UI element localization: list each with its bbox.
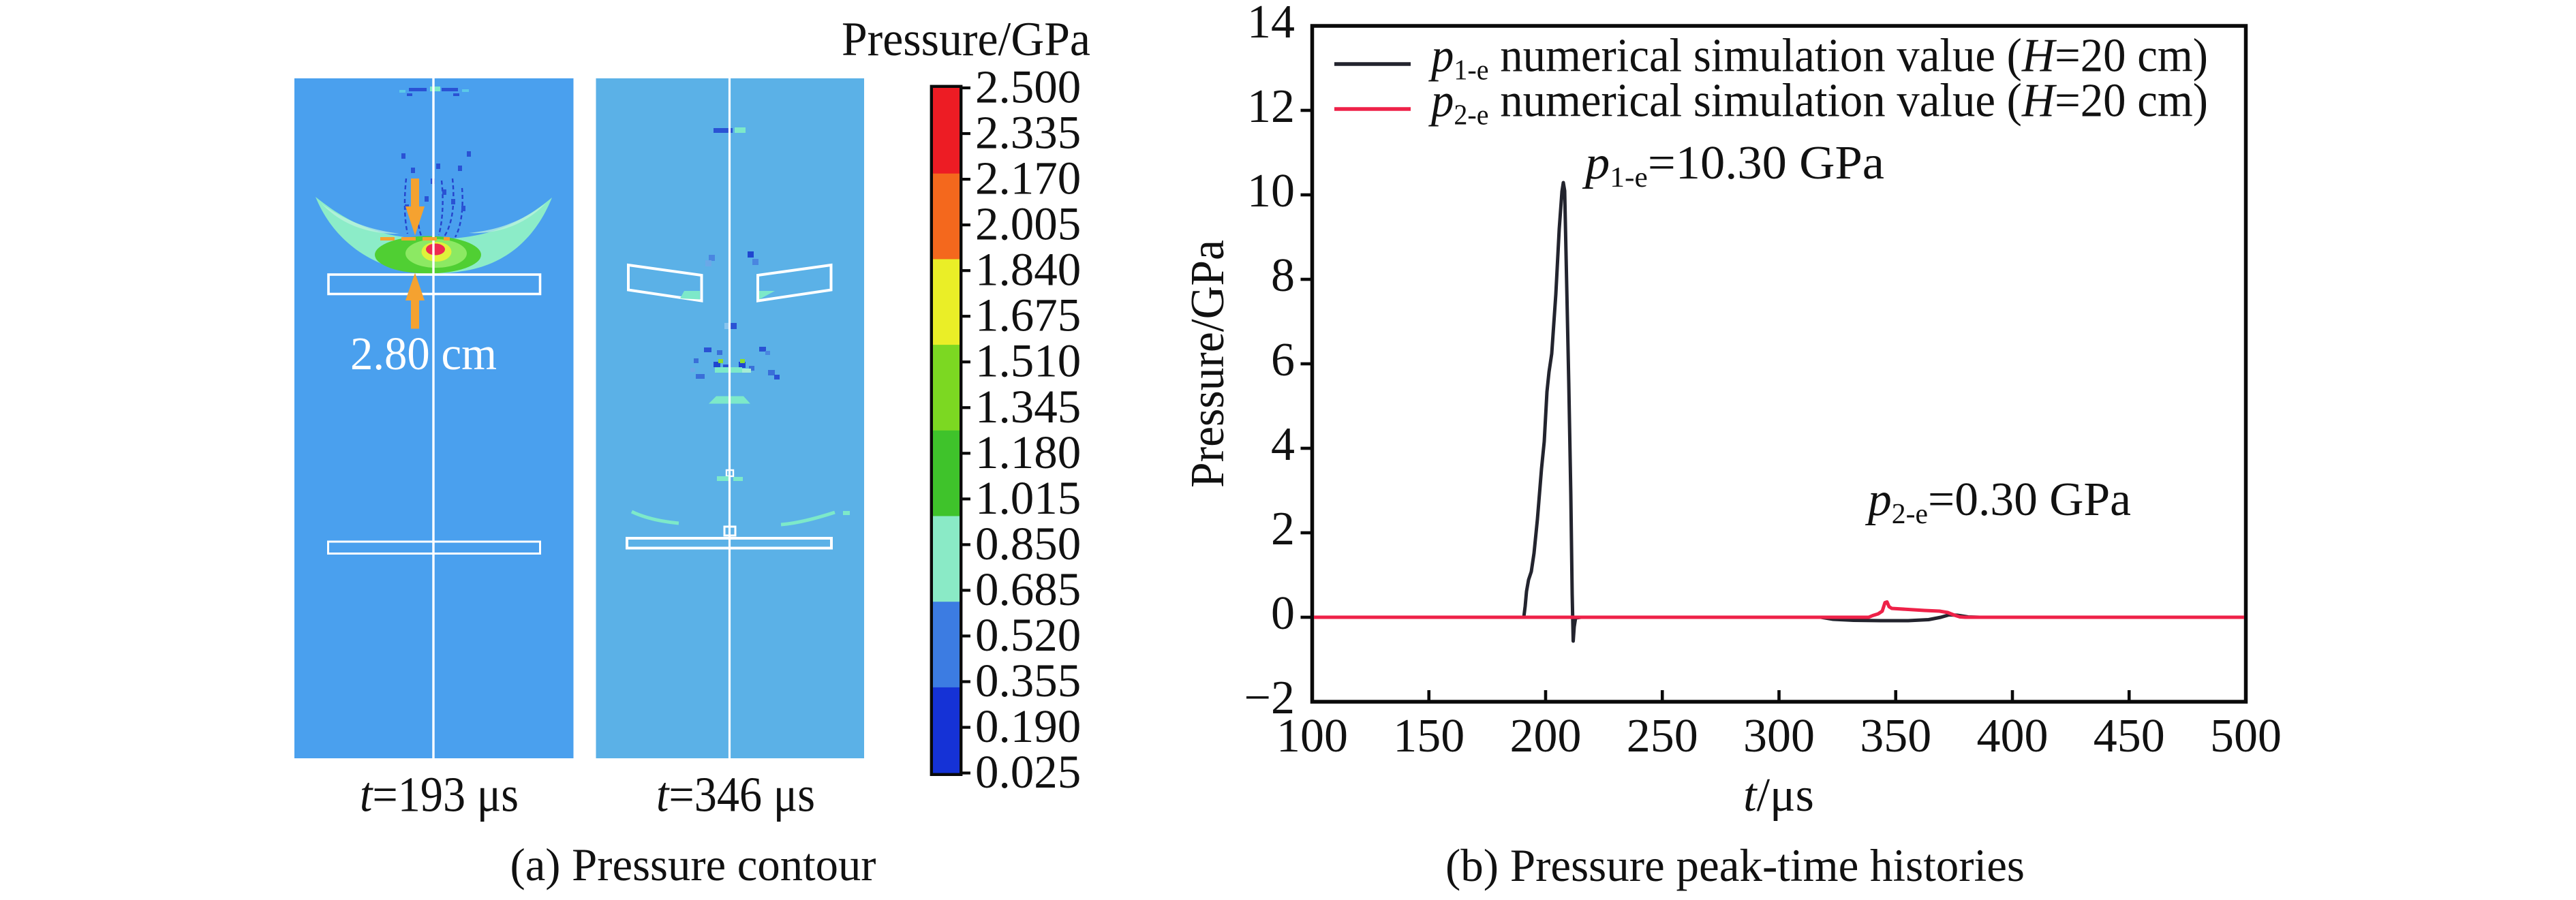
svg-text:300: 300	[1743, 710, 1815, 762]
svg-text:p1-e numerical simulation valu: p1-e numerical simulation value (H=20 cm…	[1428, 30, 2208, 87]
svg-text:p2-e numerical simulation valu: p2-e numerical simulation value (H=20 cm…	[1428, 75, 2208, 131]
svg-text:(a) Pressure contour: (a) Pressure contour	[510, 839, 876, 890]
svg-text:2: 2	[1271, 503, 1295, 555]
svg-text:p2-e=0.30 GPa: p2-e=0.30 GPa	[1865, 474, 2131, 530]
svg-text:0.850: 0.850	[975, 518, 1081, 570]
svg-text:p1-e=10.30 GPa: p1-e=10.30 GPa	[1582, 137, 1884, 193]
svg-text:t=346 μs: t=346 μs	[656, 767, 815, 822]
svg-text:0.685: 0.685	[975, 563, 1081, 615]
svg-text:0.355: 0.355	[975, 655, 1081, 707]
svg-text:1.015: 1.015	[975, 472, 1081, 524]
svg-text:100: 100	[1276, 710, 1348, 762]
svg-text:0: 0	[1271, 587, 1295, 640]
svg-text:Pressure/GPa: Pressure/GPa	[842, 13, 1090, 66]
svg-text:0.190: 0.190	[975, 700, 1081, 752]
svg-text:2.500: 2.500	[975, 61, 1081, 113]
svg-text:6: 6	[1271, 334, 1295, 386]
svg-text:2.170: 2.170	[975, 153, 1081, 204]
svg-text:250: 250	[1627, 710, 1698, 762]
svg-text:0.520: 0.520	[975, 609, 1081, 661]
svg-text:1.180: 1.180	[975, 426, 1081, 478]
svg-text:−2: −2	[1244, 672, 1295, 724]
svg-text:450: 450	[2094, 710, 2165, 762]
svg-text:200: 200	[1510, 710, 1582, 762]
svg-text:1.510: 1.510	[975, 335, 1081, 387]
svg-text:14: 14	[1247, 0, 1295, 48]
svg-text:12: 12	[1247, 80, 1295, 133]
svg-text:t/μs: t/μs	[1743, 769, 1814, 822]
svg-text:1.840: 1.840	[975, 244, 1081, 296]
svg-text:t=193 μs: t=193 μs	[360, 767, 519, 822]
svg-text:350: 350	[1860, 710, 1931, 762]
svg-text:0.025: 0.025	[975, 746, 1081, 798]
svg-text:Pressure/GPa: Pressure/GPa	[1182, 240, 1234, 488]
svg-text:2.335: 2.335	[975, 107, 1081, 159]
svg-text:2.80 cm: 2.80 cm	[350, 328, 497, 379]
svg-text:150: 150	[1393, 710, 1465, 762]
svg-text:(b) Pressure peak-time histori: (b) Pressure peak-time histories	[1445, 839, 2025, 891]
svg-text:10: 10	[1247, 165, 1295, 217]
svg-text:8: 8	[1271, 249, 1295, 302]
svg-text:1.675: 1.675	[975, 290, 1081, 341]
svg-text:1.345: 1.345	[975, 381, 1081, 433]
svg-text:2.005: 2.005	[975, 198, 1081, 250]
svg-text:400: 400	[1977, 710, 2049, 762]
svg-text:500: 500	[2210, 710, 2282, 762]
svg-text:4: 4	[1271, 418, 1295, 471]
